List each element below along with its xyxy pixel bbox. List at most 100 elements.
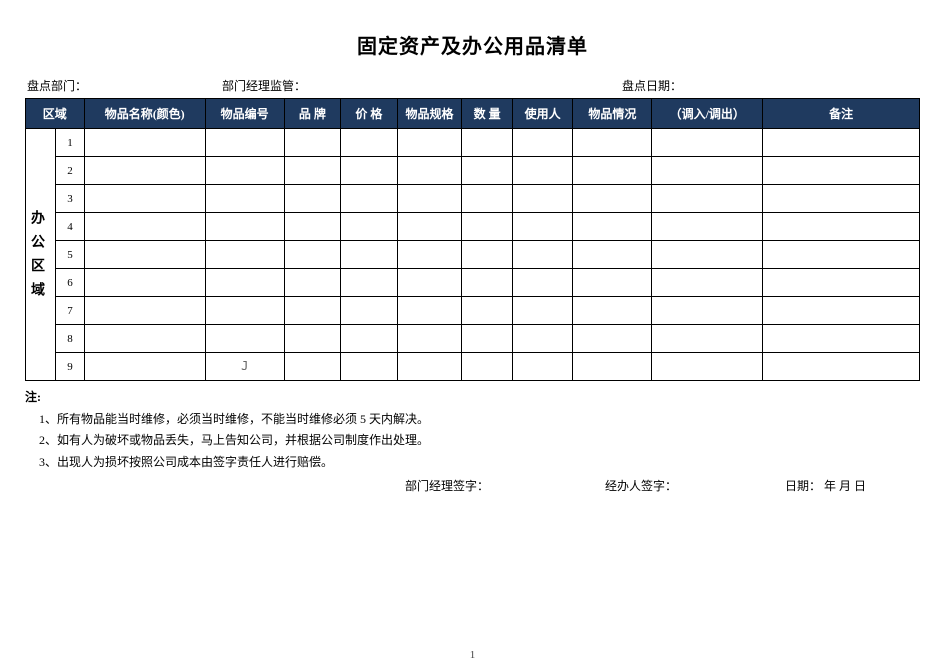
- cell: [512, 325, 573, 353]
- dept-label: 盘点部门：: [27, 77, 222, 94]
- cell: [341, 297, 398, 325]
- cell: [573, 269, 652, 297]
- cell: [397, 241, 462, 269]
- cell: [652, 325, 763, 353]
- cell: [652, 241, 763, 269]
- cell: [763, 129, 920, 157]
- signature-date-label: 日期： 年 月 日: [785, 477, 866, 494]
- th-transfer: （调入/调出）: [652, 99, 763, 129]
- table-row: 2: [26, 157, 920, 185]
- notes-list: 1、所有物品能当时维修，必须当时维修，不能当时维修必须 5 天内解决。 2、如有…: [25, 409, 920, 474]
- cell: [84, 353, 205, 381]
- cell: [284, 269, 341, 297]
- th-brand: 品 牌: [284, 99, 341, 129]
- cell: [84, 213, 205, 241]
- date-label: 盘点日期：: [622, 77, 682, 94]
- cell: [284, 129, 341, 157]
- cell: [652, 297, 763, 325]
- cell: [341, 157, 398, 185]
- cell: [462, 353, 513, 381]
- cell: [462, 185, 513, 213]
- cell: [512, 129, 573, 157]
- table-row: 8: [26, 325, 920, 353]
- cell: [397, 213, 462, 241]
- signature-row: 部门经理签字： 经办人签字： 日期： 年 月 日: [25, 477, 920, 494]
- cell: [763, 269, 920, 297]
- cell: [84, 297, 205, 325]
- area-cell: 办公区域: [26, 129, 56, 381]
- cell: [652, 185, 763, 213]
- cell: [205, 241, 284, 269]
- th-user: 使用人: [512, 99, 573, 129]
- cell: [763, 297, 920, 325]
- cell: [397, 185, 462, 213]
- note-item: 3、出现人为损坏按照公司成本由签字责任人进行赔偿。: [25, 452, 920, 474]
- cell: [763, 185, 920, 213]
- notes-section: 注: 1、所有物品能当时维修，必须当时维修，不能当时维修必须 5 天内解决。 2…: [25, 387, 920, 473]
- cell: [573, 213, 652, 241]
- cell: [284, 297, 341, 325]
- cell: [205, 185, 284, 213]
- cell: [205, 269, 284, 297]
- cell: [397, 353, 462, 381]
- cell: [205, 213, 284, 241]
- table-row: 3: [26, 185, 920, 213]
- cell: [84, 185, 205, 213]
- note-item: 1、所有物品能当时维修，必须当时维修，不能当时维修必须 5 天内解决。: [25, 409, 920, 431]
- cell: [284, 157, 341, 185]
- th-price: 价 格: [341, 99, 398, 129]
- cell: [284, 213, 341, 241]
- cell: [205, 325, 284, 353]
- manager-signature-label: 部门经理签字：: [405, 477, 605, 494]
- handler-signature-label: 经办人签字：: [605, 477, 785, 494]
- text-cursor-icon: J: [241, 359, 248, 373]
- cell: [652, 213, 763, 241]
- cell: [512, 157, 573, 185]
- table-row: 6: [26, 269, 920, 297]
- row-num: 7: [56, 297, 84, 325]
- note-item: 2、如有人为破坏或物品丢失，马上告知公司，并根据公司制度作出处理。: [25, 430, 920, 452]
- row-num: 2: [56, 157, 84, 185]
- cell: [512, 269, 573, 297]
- cell: [397, 157, 462, 185]
- row-num: 8: [56, 325, 84, 353]
- cell-cursor: J: [205, 353, 284, 381]
- cell: [341, 269, 398, 297]
- cell: [512, 185, 573, 213]
- supervisor-label: 部门经理监管：: [222, 77, 622, 94]
- table-header-row: 区域 物品名称(颜色) 物品编号 品 牌 价 格 物品规格 数 量 使用人 物品…: [26, 99, 920, 129]
- cell: [84, 129, 205, 157]
- cell: [462, 325, 513, 353]
- cell: [84, 241, 205, 269]
- row-num: 6: [56, 269, 84, 297]
- cell: [205, 129, 284, 157]
- cell: [462, 241, 513, 269]
- cell: [205, 157, 284, 185]
- cell: [284, 353, 341, 381]
- th-remark: 备注: [763, 99, 920, 129]
- cell: [763, 325, 920, 353]
- cell: [341, 353, 398, 381]
- cell: [652, 157, 763, 185]
- cell: [284, 241, 341, 269]
- area-label: 办公区域: [26, 204, 46, 306]
- cell: [462, 213, 513, 241]
- page-number: 1: [0, 649, 945, 661]
- cell: [462, 297, 513, 325]
- cell: [573, 129, 652, 157]
- cell: [573, 185, 652, 213]
- cell: [84, 157, 205, 185]
- cell: [397, 325, 462, 353]
- table-row: 5: [26, 241, 920, 269]
- cell: [512, 353, 573, 381]
- row-num: 1: [56, 129, 84, 157]
- th-qty: 数 量: [462, 99, 513, 129]
- cell: [205, 297, 284, 325]
- cell: [341, 185, 398, 213]
- table-row: 办公区域 1: [26, 129, 920, 157]
- table-row: 9 J: [26, 353, 920, 381]
- cell: [512, 213, 573, 241]
- cell: [84, 269, 205, 297]
- th-cond: 物品情况: [573, 99, 652, 129]
- row-num: 9: [56, 353, 84, 381]
